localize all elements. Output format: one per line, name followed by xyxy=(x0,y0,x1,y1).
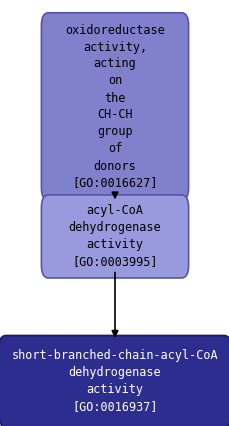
FancyBboxPatch shape xyxy=(41,13,188,200)
FancyBboxPatch shape xyxy=(41,195,188,278)
FancyBboxPatch shape xyxy=(0,336,229,426)
Text: short-branched-chain-acyl-CoA
dehydrogenase
activity
[GO:0016937]: short-branched-chain-acyl-CoA dehydrogen… xyxy=(12,349,217,413)
Text: acyl-CoA
dehydrogenase
activity
[GO:0003995]: acyl-CoA dehydrogenase activity [GO:0003… xyxy=(68,204,161,268)
Text: oxidoreductase
activity,
acting
on
the
CH-CH
group
of
donors
[GO:0016627]: oxidoreductase activity, acting on the C… xyxy=(65,23,164,190)
